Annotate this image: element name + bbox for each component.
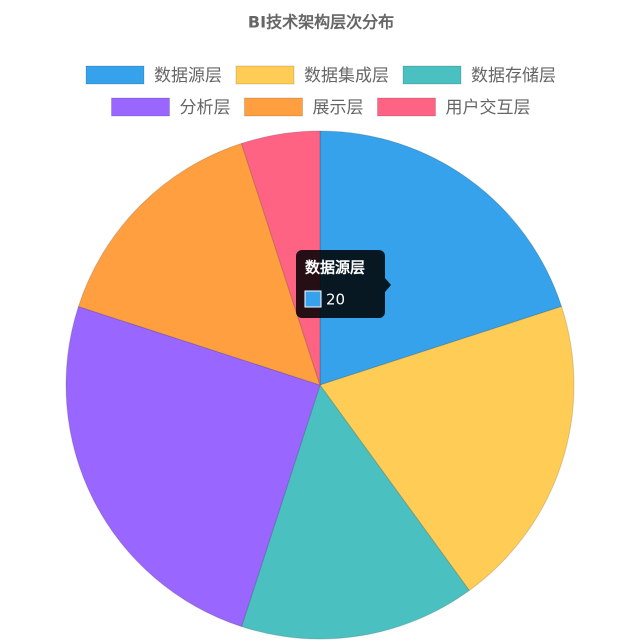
pie-slice bbox=[240, 383, 470, 640]
legend-item: 展示层 bbox=[244, 97, 364, 118]
tooltip: 数据源层 20 bbox=[296, 250, 391, 318]
tooltip-title: 数据源层 bbox=[305, 259, 365, 277]
chart-title: BI技术架构层次分布 bbox=[248, 13, 394, 32]
legend-label: 展示层 bbox=[313, 98, 364, 118]
legend-item: 分析层 bbox=[111, 97, 231, 118]
legend-swatch bbox=[111, 97, 170, 117]
pie-slice bbox=[319, 130, 563, 386]
tooltip-swatch bbox=[304, 290, 322, 308]
legend-label: 用户交互层 bbox=[446, 98, 531, 118]
legend-label: 分析层 bbox=[180, 98, 231, 118]
legend-item: 用户交互层 bbox=[377, 97, 531, 118]
tooltip-caret bbox=[385, 278, 391, 292]
legend-item: 数据源层 bbox=[85, 65, 222, 86]
legend-label: 数据集成层 bbox=[304, 66, 389, 86]
pie bbox=[65, 130, 575, 640]
legend-swatch bbox=[244, 97, 303, 117]
legend-swatch bbox=[235, 65, 295, 85]
pie-slice bbox=[77, 142, 321, 386]
legend-swatch bbox=[85, 65, 145, 85]
legend-label: 数据存储层 bbox=[471, 66, 556, 86]
pie-slice bbox=[319, 305, 575, 592]
legend-label: 数据源层 bbox=[154, 66, 222, 86]
pie-slice bbox=[240, 130, 321, 386]
legend-swatch bbox=[402, 65, 462, 85]
legend-item: 数据存储层 bbox=[402, 65, 556, 86]
legend-item: 数据集成层 bbox=[235, 65, 389, 86]
tooltip-value: 20 bbox=[326, 291, 345, 309]
legend-swatch bbox=[377, 97, 436, 117]
pie-slice bbox=[65, 305, 321, 628]
